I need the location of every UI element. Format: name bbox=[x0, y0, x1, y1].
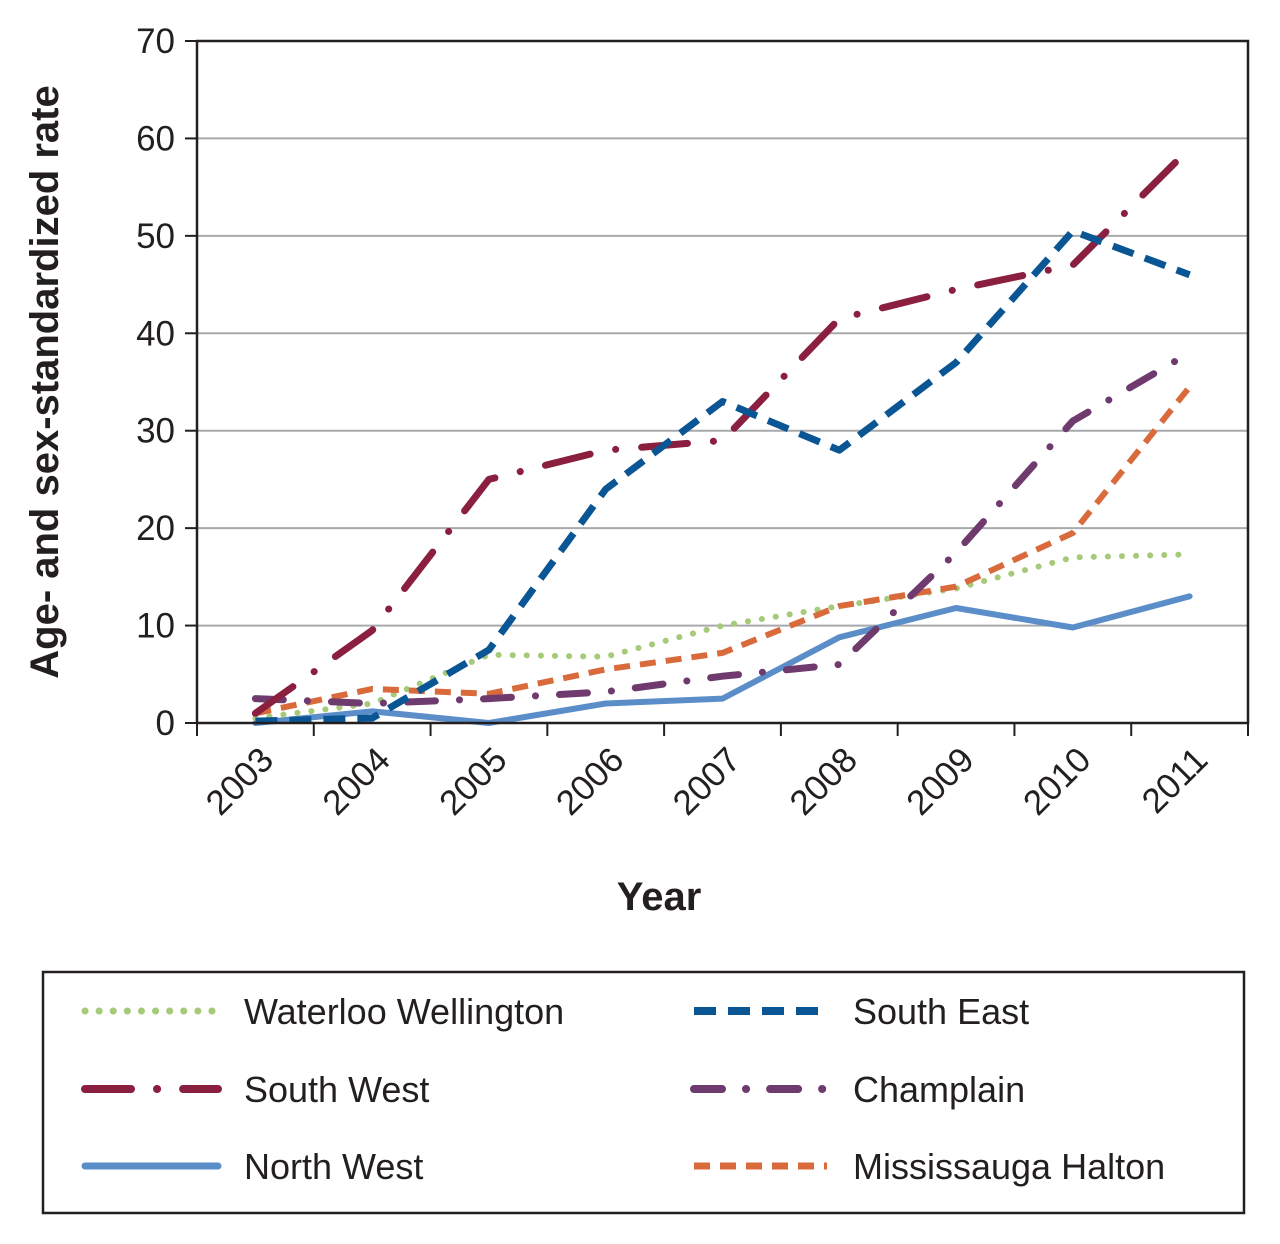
x-tick-label: 2005 bbox=[432, 740, 515, 823]
legend-item-waterloo-wellington: Waterloo Wellington bbox=[81, 991, 564, 1032]
series-layer bbox=[251, 144, 1194, 726]
x-tick-label: 2003 bbox=[198, 740, 281, 823]
y-tick-label: 20 bbox=[136, 509, 175, 548]
y-tick-label: 60 bbox=[136, 119, 175, 158]
legend-item-champlain: Champlain bbox=[690, 1069, 1025, 1110]
series-line-north-west bbox=[252, 593, 1193, 726]
y-axis-ticks: 0 10 20 30 40 50 60 70 bbox=[136, 22, 197, 743]
legend-item-south-east: South East bbox=[694, 991, 1029, 1032]
gridlines bbox=[197, 137, 1248, 627]
x-axis-ticks: 2003 2004 2005 2006 2007 2008 2009 2010 2011 bbox=[196, 723, 1249, 823]
plot-frame bbox=[195, 39, 1250, 725]
x-tick-label: 2006 bbox=[549, 740, 632, 823]
x-tick-label: 2007 bbox=[666, 740, 749, 823]
x-tick-label: 2004 bbox=[315, 740, 398, 823]
y-tick-label: 50 bbox=[136, 217, 175, 256]
series-line-south-west bbox=[251, 144, 1194, 717]
legend-item-mississauga-halton: Mississauga Halton bbox=[694, 1146, 1165, 1187]
x-tick-label: 2011 bbox=[1134, 740, 1215, 821]
legend-label: Mississauga Halton bbox=[853, 1146, 1165, 1187]
series-line-waterloo-wellington bbox=[252, 551, 1193, 722]
series-line-south-east bbox=[255, 227, 1191, 725]
legend-label: North West bbox=[244, 1146, 423, 1187]
x-tick-label: 2009 bbox=[899, 740, 982, 823]
x-tick-label: 2008 bbox=[782, 740, 865, 823]
legend-label: Champlain bbox=[853, 1069, 1025, 1110]
legend-item-north-west: North West bbox=[81, 1146, 423, 1187]
y-tick-label: 40 bbox=[136, 314, 175, 353]
legend-item-south-west: South West bbox=[81, 1069, 429, 1110]
y-tick-label: 10 bbox=[136, 607, 175, 646]
x-tick-label: 2010 bbox=[1016, 740, 1099, 823]
y-tick-label: 70 bbox=[136, 22, 175, 61]
legend-label: South West bbox=[244, 1069, 429, 1110]
series-line-champlain bbox=[251, 349, 1194, 707]
y-tick-label: 30 bbox=[136, 412, 175, 451]
legend-label: South East bbox=[853, 991, 1029, 1032]
series-line-mississauga-halton bbox=[254, 385, 1192, 717]
legend-label: Waterloo Wellington bbox=[244, 991, 564, 1032]
legend: Waterloo Wellington South East South West C… bbox=[81, 991, 1165, 1187]
y-tick-label: 0 bbox=[156, 704, 175, 743]
y-axis-title: Age- and sex-standardized rate bbox=[23, 85, 67, 679]
legend-box bbox=[41, 970, 1246, 1215]
x-axis-title: Year bbox=[617, 875, 702, 919]
